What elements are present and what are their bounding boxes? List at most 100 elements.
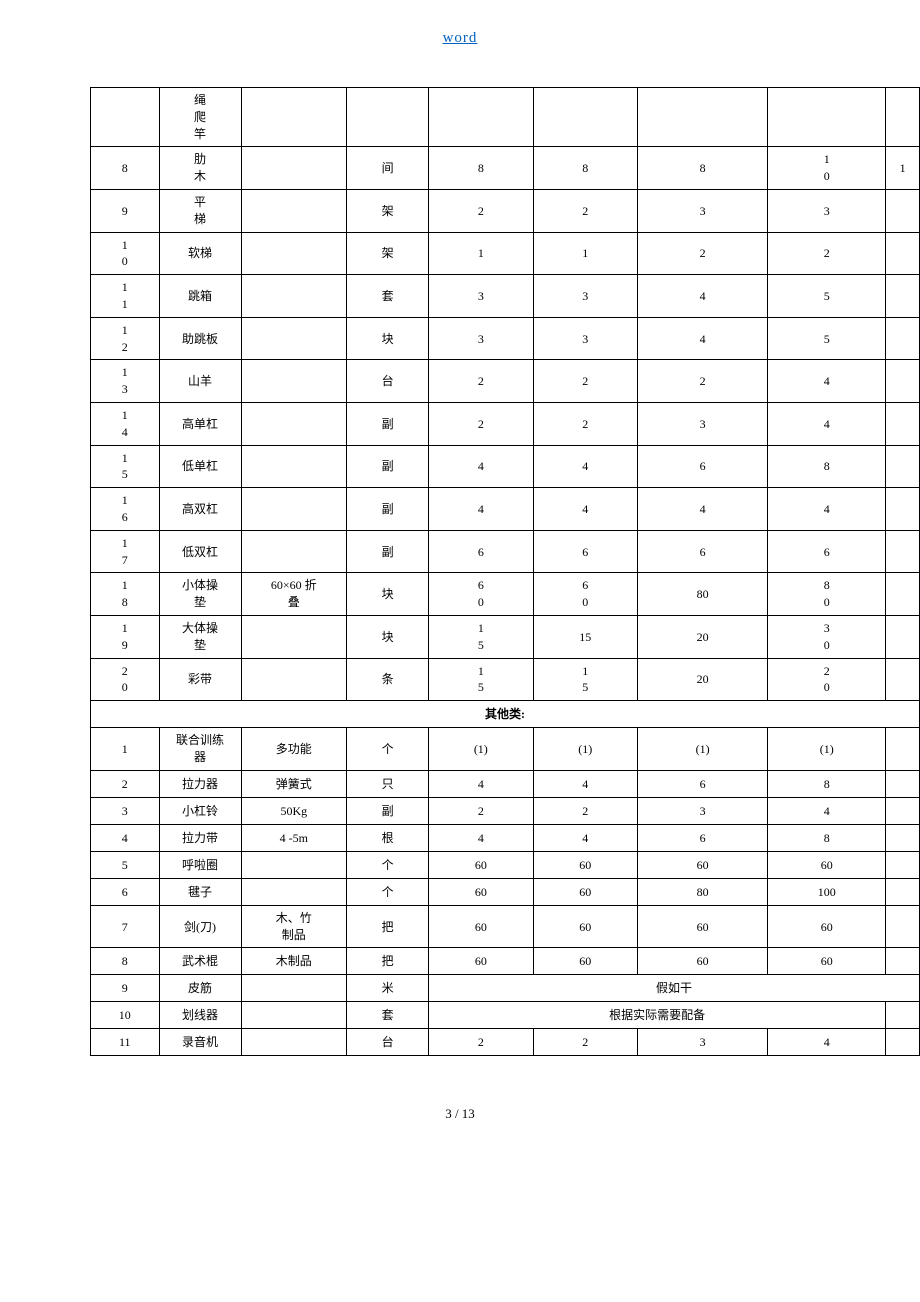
table-cell xyxy=(241,658,347,701)
table-cell xyxy=(886,232,920,275)
table-cell: 助跳板 xyxy=(159,317,241,360)
table-cell: 19 xyxy=(91,615,160,658)
table-cell: 拉力器 xyxy=(159,770,241,797)
table-cell: 14 xyxy=(91,402,160,445)
table-cell: 3 xyxy=(768,189,886,232)
header-link[interactable]: word xyxy=(0,30,920,47)
table-cell: 15 xyxy=(429,658,533,701)
table-cell: 60×60 折叠 xyxy=(241,573,347,616)
table-cell: 4 xyxy=(768,488,886,531)
table-cell xyxy=(241,975,347,1002)
table-cell: 20 xyxy=(638,658,768,701)
table-cell xyxy=(241,488,347,531)
main-table-area: 绳爬竿8肋木间8881019平梯架223310软梯架112211跳箱套33451… xyxy=(90,87,920,1056)
table-cell: 录音机 xyxy=(159,1029,241,1056)
table-cell: 多功能 xyxy=(241,728,347,771)
table-cell: 11 xyxy=(91,275,160,318)
table-cell: (1) xyxy=(429,728,533,771)
table-cell xyxy=(886,488,920,531)
table-cell: 80 xyxy=(638,878,768,905)
table-cell xyxy=(241,275,347,318)
table-cell: 4 xyxy=(768,360,886,403)
table-cell xyxy=(886,573,920,616)
table-cell: 台 xyxy=(347,360,429,403)
table-cell: 小杠铃 xyxy=(159,797,241,824)
table-cell: 60 xyxy=(533,905,637,948)
table-cell: 2 xyxy=(533,189,637,232)
table-cell xyxy=(886,1029,920,1056)
table-cell: 软梯 xyxy=(159,232,241,275)
table-cell: 12 xyxy=(91,317,160,360)
table-cell: 60 xyxy=(533,851,637,878)
table-cell: 80 xyxy=(638,573,768,616)
table-cell: 4 xyxy=(429,770,533,797)
table-row: 3小杠铃50Kg副2234 xyxy=(91,797,920,824)
table-cell: 60 xyxy=(429,948,533,975)
table-cell: 60 xyxy=(768,851,886,878)
table-row: 7剑(刀)木、竹制品把60606060 xyxy=(91,905,920,948)
table-cell: 3 xyxy=(429,317,533,360)
table-cell: 30 xyxy=(768,615,886,658)
table-cell xyxy=(886,851,920,878)
table-cell: 3 xyxy=(638,402,768,445)
table-cell: 1 xyxy=(429,232,533,275)
table-cell: 联合训练器 xyxy=(159,728,241,771)
table-cell: 60 xyxy=(533,878,637,905)
table-cell: 15 xyxy=(533,615,637,658)
table-cell xyxy=(241,232,347,275)
table-cell: 副 xyxy=(347,402,429,445)
table-cell: 5 xyxy=(91,851,160,878)
table-cell: 套 xyxy=(347,1002,429,1029)
table-cell: 10 xyxy=(91,1002,160,1029)
table-cell: 副 xyxy=(347,530,429,573)
table-row: 绳爬竿 xyxy=(91,88,920,147)
table-cell: 米 xyxy=(347,975,429,1002)
table-cell xyxy=(241,402,347,445)
table-cell: 皮筋 xyxy=(159,975,241,1002)
table-cell: 台 xyxy=(347,1029,429,1056)
table-cell: 2 xyxy=(429,1029,533,1056)
table-cell: 2 xyxy=(768,232,886,275)
table-cell: 6 xyxy=(638,824,768,851)
table-cell: 3 xyxy=(638,1029,768,1056)
table-cell: 5 xyxy=(768,317,886,360)
table-row: 2拉力器弹簧式只4468 xyxy=(91,770,920,797)
table-cell: 8 xyxy=(768,824,886,851)
table-cell: 4 xyxy=(768,402,886,445)
table-cell: 15 xyxy=(533,658,637,701)
table-row: 12助跳板块3345 xyxy=(91,317,920,360)
table-cell: 16 xyxy=(91,488,160,531)
table-cell: 4 xyxy=(638,317,768,360)
table-cell: 2 xyxy=(91,770,160,797)
table-cell xyxy=(241,1002,347,1029)
table-cell: 8 xyxy=(533,147,637,190)
table-row: 18小体操垫60×60 折叠块60608080 xyxy=(91,573,920,616)
table-cell: 3 xyxy=(533,275,637,318)
table-cell: 假如干 xyxy=(429,975,920,1002)
table-cell: 6 xyxy=(429,530,533,573)
table-cell xyxy=(241,317,347,360)
table-cell: 2 xyxy=(429,189,533,232)
table-cell: 个 xyxy=(347,878,429,905)
table-row: 11录音机台2234 xyxy=(91,1029,920,1056)
table-cell xyxy=(429,88,533,147)
table-cell: 大体操垫 xyxy=(159,615,241,658)
table-cell: 2 xyxy=(533,1029,637,1056)
table-cell: 3 xyxy=(91,797,160,824)
table-cell: 18 xyxy=(91,573,160,616)
table-cell: 6 xyxy=(91,878,160,905)
table-cell: 架 xyxy=(347,232,429,275)
table-cell: 13 xyxy=(91,360,160,403)
table-cell: 4 xyxy=(91,824,160,851)
table-row: 20彩带条15152020 xyxy=(91,658,920,701)
table-cell: 9 xyxy=(91,189,160,232)
table-row: 1联合训练器多功能个(1)(1)(1)(1) xyxy=(91,728,920,771)
section-label: 其他类: xyxy=(91,701,920,728)
table-cell: 4 -5m xyxy=(241,824,347,851)
table-cell: 60 xyxy=(638,851,768,878)
table-cell: 3 xyxy=(429,275,533,318)
table-cell: 4 xyxy=(533,824,637,851)
table-row: 5呼啦圈个60606060 xyxy=(91,851,920,878)
table-cell: 15 xyxy=(91,445,160,488)
table-cell: 块 xyxy=(347,615,429,658)
